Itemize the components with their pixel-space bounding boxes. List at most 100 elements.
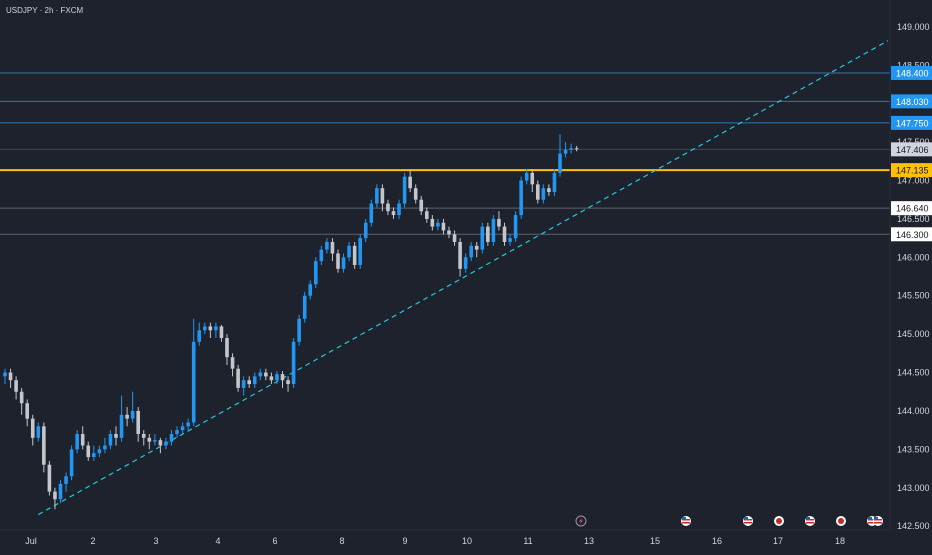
price-level-label: 148.030 bbox=[896, 97, 929, 107]
flag-canton bbox=[868, 517, 872, 520]
candle-body bbox=[463, 257, 468, 269]
candle-body bbox=[480, 226, 485, 250]
candle-body bbox=[447, 230, 451, 235]
x-tick-label: 11 bbox=[523, 536, 532, 546]
candle-body bbox=[536, 184, 540, 200]
x-tick-label: 3 bbox=[153, 536, 158, 546]
candle-body bbox=[203, 326, 207, 331]
candle-body bbox=[125, 414, 129, 419]
flag-canton bbox=[744, 517, 748, 520]
flag-stripe bbox=[806, 522, 814, 524]
candle-body bbox=[275, 374, 279, 381]
candle-body bbox=[497, 218, 501, 227]
candle-body bbox=[386, 203, 390, 212]
candle-body bbox=[130, 410, 135, 419]
flag-stripe bbox=[874, 522, 882, 524]
y-tick-label: 145.500 bbox=[897, 291, 930, 301]
y-tick-label: 147.000 bbox=[897, 176, 930, 186]
price-level-badge bbox=[891, 65, 932, 80]
candle-body bbox=[30, 418, 35, 438]
candle-body bbox=[358, 238, 362, 265]
candle-body bbox=[519, 180, 523, 216]
candle-body bbox=[114, 433, 118, 438]
candle-body bbox=[236, 368, 240, 388]
candle-body bbox=[541, 188, 546, 200]
candle-body bbox=[347, 245, 351, 258]
candle-body bbox=[119, 414, 124, 438]
price-levels bbox=[0, 72, 890, 235]
x-tick-label: 18 bbox=[835, 536, 845, 546]
candle-body bbox=[58, 483, 63, 500]
candle-body bbox=[436, 222, 440, 227]
y-axis[interactable]: 149.000148.500148.000147.500147.000146.5… bbox=[897, 22, 930, 531]
y-tick-label: 146.000 bbox=[897, 252, 930, 262]
event-markers[interactable] bbox=[575, 515, 883, 527]
flag-stripe bbox=[868, 522, 876, 524]
x-tick-label: Jul bbox=[25, 536, 37, 546]
candle-body bbox=[397, 203, 401, 216]
flag-stripe bbox=[744, 522, 752, 524]
x-tick-label: 17 bbox=[773, 536, 783, 546]
candle-body bbox=[141, 433, 146, 438]
candle-body bbox=[191, 341, 196, 423]
candle-body bbox=[252, 376, 257, 385]
price-level-label: 147.750 bbox=[896, 118, 929, 128]
x-axis[interactable]: Jul 2 3 4 6 8 9 10 11 13 15 16 17 18 bbox=[25, 536, 845, 546]
candle-body bbox=[552, 172, 557, 193]
chart-title: USDJPY · 2h · FXCM bbox=[6, 6, 84, 15]
y-tick-label: 143.500 bbox=[897, 444, 930, 454]
y-tick-label: 148.500 bbox=[897, 60, 930, 70]
candle-body bbox=[136, 410, 140, 434]
candle-body bbox=[502, 226, 507, 242]
trendline bbox=[37, 40, 889, 516]
candle-body bbox=[97, 449, 102, 454]
candle-body bbox=[513, 215, 518, 239]
candle-body bbox=[291, 341, 296, 385]
candle-body bbox=[36, 426, 41, 438]
price-level-badge bbox=[891, 115, 932, 130]
candle-body bbox=[164, 441, 168, 446]
price-level-label: 147.135 bbox=[896, 166, 929, 176]
event-circle-inner bbox=[776, 518, 782, 524]
candle-body bbox=[175, 430, 179, 434]
candle-body bbox=[80, 433, 85, 446]
candle-body bbox=[269, 376, 274, 381]
ascending-trendline bbox=[37, 40, 889, 516]
candle-body bbox=[508, 238, 512, 242]
x-tick-label: 8 bbox=[339, 536, 344, 546]
candle-body bbox=[42, 426, 46, 465]
candle-body bbox=[180, 426, 185, 431]
candle-body bbox=[53, 491, 57, 500]
candle-body bbox=[153, 440, 157, 442]
candle-body bbox=[375, 188, 379, 204]
candle-body bbox=[452, 234, 457, 242]
x-tick-label: 16 bbox=[712, 536, 722, 546]
candle-body bbox=[558, 153, 562, 173]
candle-body bbox=[474, 245, 479, 250]
lightning-icon bbox=[579, 518, 583, 524]
price-level-label: 146.640 bbox=[896, 204, 929, 214]
candle-body bbox=[458, 241, 462, 269]
candle-body bbox=[524, 172, 529, 181]
event-circle-inner bbox=[838, 518, 844, 524]
price-level-badge bbox=[891, 94, 932, 109]
candle-body bbox=[402, 176, 407, 204]
y-tick-label: 143.000 bbox=[897, 483, 930, 493]
candle-body bbox=[352, 245, 357, 265]
y-axis-panel[interactable] bbox=[890, 0, 932, 550]
x-axis-panel[interactable] bbox=[0, 530, 932, 550]
candle-body bbox=[319, 249, 324, 262]
candle-body bbox=[86, 445, 91, 458]
candle-body bbox=[69, 449, 74, 477]
y-tick-label: 145.000 bbox=[897, 329, 930, 339]
candle-body bbox=[441, 222, 446, 231]
candle-body bbox=[186, 422, 190, 427]
candle-body bbox=[147, 437, 152, 442]
candle-body bbox=[208, 326, 213, 331]
x-tick-label: 4 bbox=[215, 536, 220, 546]
candle-body bbox=[491, 218, 496, 242]
candle-body bbox=[391, 211, 396, 216]
candle-body bbox=[413, 188, 418, 200]
